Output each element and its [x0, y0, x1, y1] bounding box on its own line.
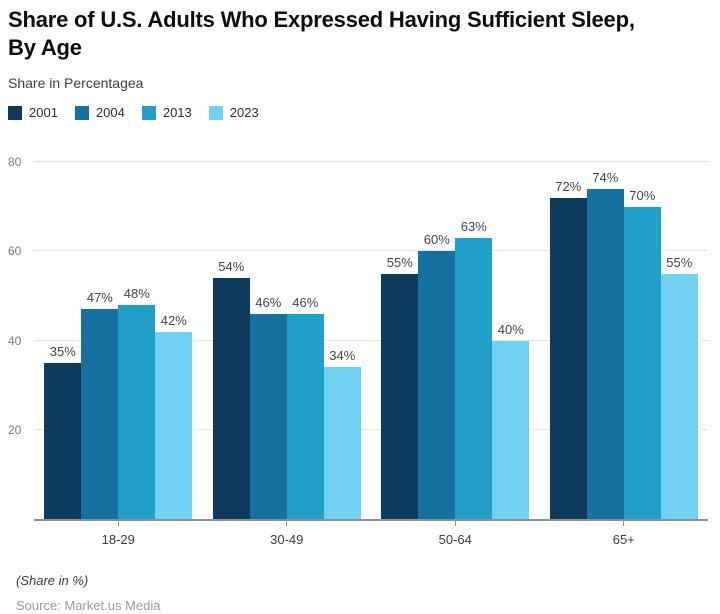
bar-groups: 35% 47% 48% 42% 54% 46% 46% 34% 55% 60% 63% 40% 72% 7…: [34, 162, 708, 519]
gridline-60: [34, 250, 708, 252]
x-axis-cell-50-64: 50-64: [371, 521, 540, 547]
bar-2013-65+: 70%: [623, 188, 661, 519]
legend-label: 2001: [29, 105, 58, 120]
bar-value-label: 34%: [329, 348, 356, 364]
y-axis-tick-label-60: 60: [8, 244, 22, 259]
x-axis-tick-mark: [286, 521, 288, 526]
chart-footnote: (Share in %): [16, 573, 89, 588]
page-title-line-1: Share of U.S. Adults Who Expressed Havin…: [8, 7, 635, 32]
bar-chart-plot-area: 35% 47% 48% 42% 54% 46% 46% 34% 55% 60% 63% 40% 72% 7…: [8, 156, 708, 519]
legend-swatch-icon: [74, 105, 89, 120]
gridline-80: [34, 161, 708, 162]
chart-legend: 2001 2004 2013 2023: [8, 105, 712, 120]
bar-group-30-49: 54% 46% 46% 34%: [203, 162, 372, 519]
bar-2004-65+: 74%: [586, 170, 624, 519]
x-axis-cell-18-29: 18-29: [34, 521, 203, 547]
bar-2001-30-49: 54%: [212, 259, 250, 519]
bar-value-label: 46%: [292, 294, 319, 310]
bar-value-label: 55%: [666, 254, 693, 270]
legend-item-2004: 2004: [74, 105, 125, 120]
x-axis-category-label: 30-49: [270, 532, 304, 547]
x-axis-tick-mark: [117, 521, 119, 526]
x-axis-category-label: 65+: [612, 532, 635, 547]
bar-group-18-29: 35% 47% 48% 42%: [34, 162, 203, 519]
legend-item-2013: 2013: [141, 105, 192, 120]
x-axis-cell-30-49: 30-49: [203, 521, 372, 547]
x-axis-category-label: 18-29: [101, 532, 135, 547]
legend-item-2023: 2023: [208, 105, 259, 120]
y-axis-tick-label-40: 40: [8, 333, 22, 348]
y-axis-tick-label-20: 20: [8, 422, 22, 437]
bar-value-label: 46%: [255, 294, 282, 310]
page-title-line-2: By Age: [8, 35, 82, 60]
bar-value-label: 70%: [629, 187, 656, 203]
x-axis-tick-mark: [623, 521, 625, 526]
bar-2023-50-64: 40%: [492, 322, 530, 519]
bar-2013-50-64: 63%: [455, 219, 493, 519]
bar-value-label: 54%: [218, 259, 245, 275]
bar-value-label: 35%: [49, 343, 76, 359]
legend-item-2001: 2001: [8, 105, 58, 120]
bar-2023-18-29: 42%: [155, 313, 193, 519]
x-axis-category-label: 50-64: [438, 532, 472, 547]
chart-subtitle: Share in Percentagea: [8, 75, 144, 91]
bar-value-label: 60%: [423, 232, 450, 248]
bar-value-label: 47%: [86, 290, 113, 306]
x-axis-tick-mark: [454, 521, 456, 526]
x-axis-labels: 18-29 30-49 50-64 65+: [34, 521, 708, 547]
bar-2013-30-49: 46%: [286, 295, 324, 519]
page-title: Share of U.S. Adults Who Expressed Havin…: [8, 6, 712, 62]
bar-value-label: 42%: [160, 312, 187, 328]
source-credit: Source: Market.us Media: [16, 598, 161, 613]
bar-2004-30-49: 46%: [249, 295, 287, 519]
legend-swatch-icon: [208, 105, 223, 120]
y-axis-tick-label-80: 80: [8, 155, 22, 169]
bar-2013-18-29: 48%: [118, 286, 156, 519]
bar-2001-18-29: 35%: [44, 344, 82, 519]
legend-label: 2004: [95, 105, 125, 120]
legend-label: 2013: [162, 105, 192, 120]
bar-value-label: 40%: [497, 321, 524, 337]
bar-value-label: 55%: [386, 254, 413, 270]
gridline-40: [34, 339, 708, 341]
legend-swatch-icon: [141, 105, 156, 120]
bar-value-label: 72%: [555, 178, 582, 194]
bar-2023-65+: 55%: [660, 255, 698, 519]
bar-group-65+: 72% 74% 70% 55%: [540, 162, 709, 519]
legend-label: 2023: [229, 105, 259, 120]
bar-group-50-64: 55% 60% 63% 40%: [371, 162, 540, 519]
bar-value-label: 74%: [592, 169, 619, 185]
bar-2001-65+: 72%: [549, 179, 587, 519]
gridline-20: [34, 428, 708, 430]
legend-swatch-icon: [8, 105, 22, 120]
x-axis-cell-65+: 65+: [540, 521, 709, 547]
bar-value-label: 63%: [460, 218, 487, 234]
x-axis-line: [34, 519, 708, 521]
bar-2004-50-64: 60%: [418, 232, 456, 519]
bar-2004-18-29: 47%: [81, 290, 119, 519]
bar-2023-30-49: 34%: [323, 348, 361, 519]
bar-2001-50-64: 55%: [381, 255, 419, 519]
bar-value-label: 48%: [123, 285, 150, 301]
